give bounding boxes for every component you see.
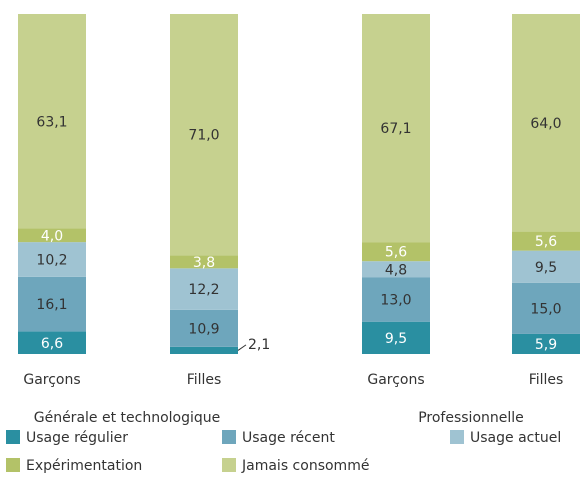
- bar-segment: [512, 231, 580, 251]
- group-label: Professionnelle: [418, 410, 524, 426]
- legend-swatch: [222, 458, 236, 472]
- value-label: 4,8: [385, 262, 407, 278]
- x-tick-label: Garçons: [367, 372, 424, 388]
- value-label: 6,6: [41, 336, 63, 352]
- legend-label: Usage régulier: [26, 430, 128, 446]
- bar-segment: [512, 282, 580, 334]
- value-label: 9,5: [535, 260, 557, 276]
- value-label: 5,6: [535, 234, 557, 250]
- value-label: 5,6: [385, 245, 407, 261]
- group-label: Générale et technologique: [34, 410, 221, 426]
- bar-segment: [18, 228, 86, 243]
- bar-segment: [170, 255, 238, 269]
- legend-swatch: [450, 430, 464, 444]
- bar-segment: [512, 14, 580, 232]
- legend-swatch: [6, 430, 20, 444]
- value-label: 15,0: [530, 301, 561, 317]
- value-label: 3,8: [193, 255, 215, 271]
- legend-swatch: [222, 430, 236, 444]
- leader-line: [237, 344, 247, 351]
- value-label: 4,0: [41, 228, 63, 244]
- bar-segment: [18, 14, 86, 229]
- x-tick-label: Filles: [187, 372, 222, 388]
- value-label: 5,9: [535, 337, 557, 353]
- value-label: 10,9: [188, 321, 219, 337]
- bar-segment: [512, 250, 580, 283]
- value-label: 12,2: [188, 282, 219, 298]
- bar-segment: [512, 333, 580, 354]
- bar-segment: [18, 276, 86, 332]
- value-label: 71,0: [188, 128, 219, 144]
- bar-segment: [18, 331, 86, 354]
- bar-segment: [170, 309, 238, 347]
- value-label: 63,1: [36, 114, 67, 130]
- bar-segment: [362, 242, 430, 262]
- bar-segment: [170, 268, 238, 310]
- bar-segment: [362, 277, 430, 322]
- value-label: 10,2: [36, 252, 67, 268]
- value-label: 13,0: [380, 293, 411, 309]
- bar-segment: [362, 321, 430, 354]
- value-label: 16,1: [36, 297, 67, 313]
- value-label: 67,1: [380, 121, 411, 137]
- legend-label: Usage actuel: [470, 430, 561, 446]
- value-label: 64,0: [530, 116, 561, 132]
- value-label: 9,5: [385, 331, 407, 347]
- bar-segment: [362, 14, 430, 243]
- x-tick-label: Garçons: [23, 372, 80, 388]
- legend-label: Expérimentation: [26, 458, 142, 474]
- legend-swatch: [6, 458, 20, 472]
- bar-segment: [170, 14, 238, 256]
- bar-segment: [170, 346, 238, 354]
- legend-label: Jamais consommé: [241, 458, 369, 474]
- value-label: 2,1: [248, 337, 270, 353]
- bar-segment: [18, 242, 86, 277]
- bar-segment: [362, 261, 430, 278]
- legend-label: Usage récent: [242, 430, 335, 446]
- x-tick-label: Filles: [529, 372, 564, 388]
